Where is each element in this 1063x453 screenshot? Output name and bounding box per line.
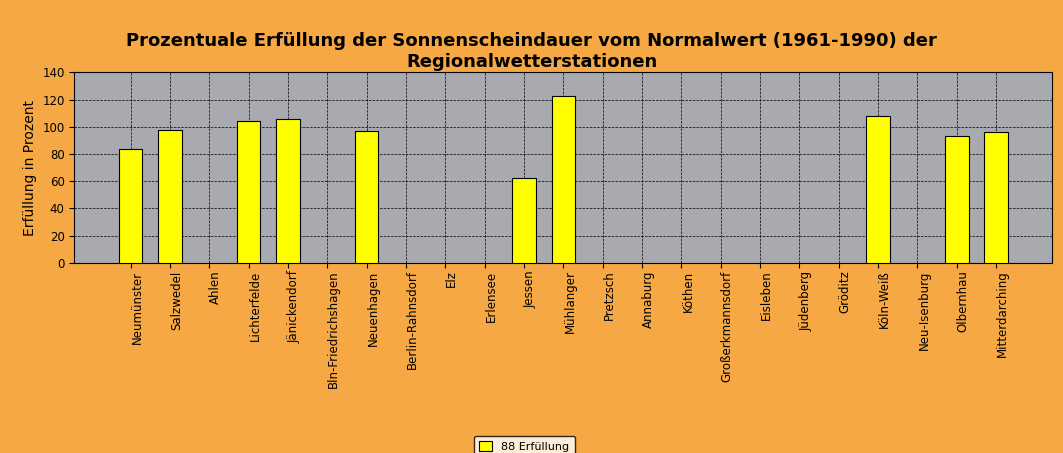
Bar bbox=[276, 119, 300, 263]
Y-axis label: Erfüllung in Prozent: Erfüllung in Prozent bbox=[22, 100, 37, 236]
Bar bbox=[866, 116, 890, 263]
Text: Prozentuale Erfüllung der Sonnenscheindauer vom Normalwert (1961-1990) der
Regio: Prozentuale Erfüllung der Sonnenscheinda… bbox=[126, 32, 937, 71]
Bar bbox=[355, 131, 378, 263]
Bar bbox=[237, 121, 260, 263]
Bar bbox=[512, 178, 536, 263]
Bar bbox=[119, 149, 142, 263]
Legend: 88 Erfüllung: 88 Erfüllung bbox=[473, 436, 575, 453]
Bar bbox=[158, 130, 182, 263]
Bar bbox=[945, 136, 968, 263]
Bar bbox=[552, 96, 575, 263]
Bar bbox=[984, 132, 1008, 263]
